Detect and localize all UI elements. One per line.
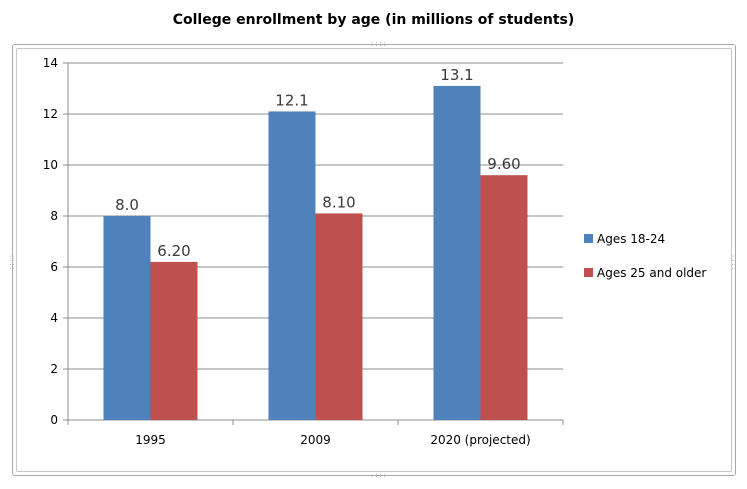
x-tick-label: 2020 (projected) — [430, 433, 530, 447]
data-label: 12.1 — [275, 91, 308, 109]
chart-title: College enrollment by age (in millions o… — [172, 12, 575, 28]
bar — [480, 175, 528, 420]
x-tick-label: 2009 — [300, 433, 331, 447]
bar — [103, 216, 151, 420]
plot-border — [16, 48, 732, 472]
legend-label: Ages 25 and older — [597, 266, 706, 280]
y-tick-label: 10 — [43, 158, 58, 172]
legend-swatch — [584, 268, 593, 277]
resize-handle-left[interactable]: :::: — [8, 254, 16, 271]
y-tick-label: 4 — [50, 311, 58, 325]
y-tick-label: 8 — [50, 209, 58, 223]
data-label: 8.0 — [115, 196, 139, 214]
y-tick-label: 12 — [43, 107, 58, 121]
legend-swatch — [584, 234, 593, 243]
data-label: 9.60 — [487, 155, 520, 173]
data-label: 8.10 — [322, 193, 355, 211]
bar — [150, 261, 198, 420]
y-tick-label: 0 — [50, 413, 58, 427]
data-label: 6.20 — [157, 242, 190, 260]
legend-label: Ages 18-24 — [597, 232, 665, 246]
x-tick-label: 1995 — [135, 433, 166, 447]
bar — [315, 213, 363, 420]
bar — [433, 85, 481, 420]
y-tick-label: 14 — [43, 56, 58, 70]
y-tick-label: 2 — [50, 362, 58, 376]
resize-handle-right[interactable]: :::: — [730, 254, 738, 271]
data-label: 13.1 — [440, 66, 473, 84]
bar — [268, 111, 316, 420]
resize-handle-top[interactable]: :::: — [370, 40, 387, 48]
y-tick-label: 6 — [50, 260, 58, 274]
resize-handle-bottom[interactable]: :::: — [370, 471, 387, 479]
